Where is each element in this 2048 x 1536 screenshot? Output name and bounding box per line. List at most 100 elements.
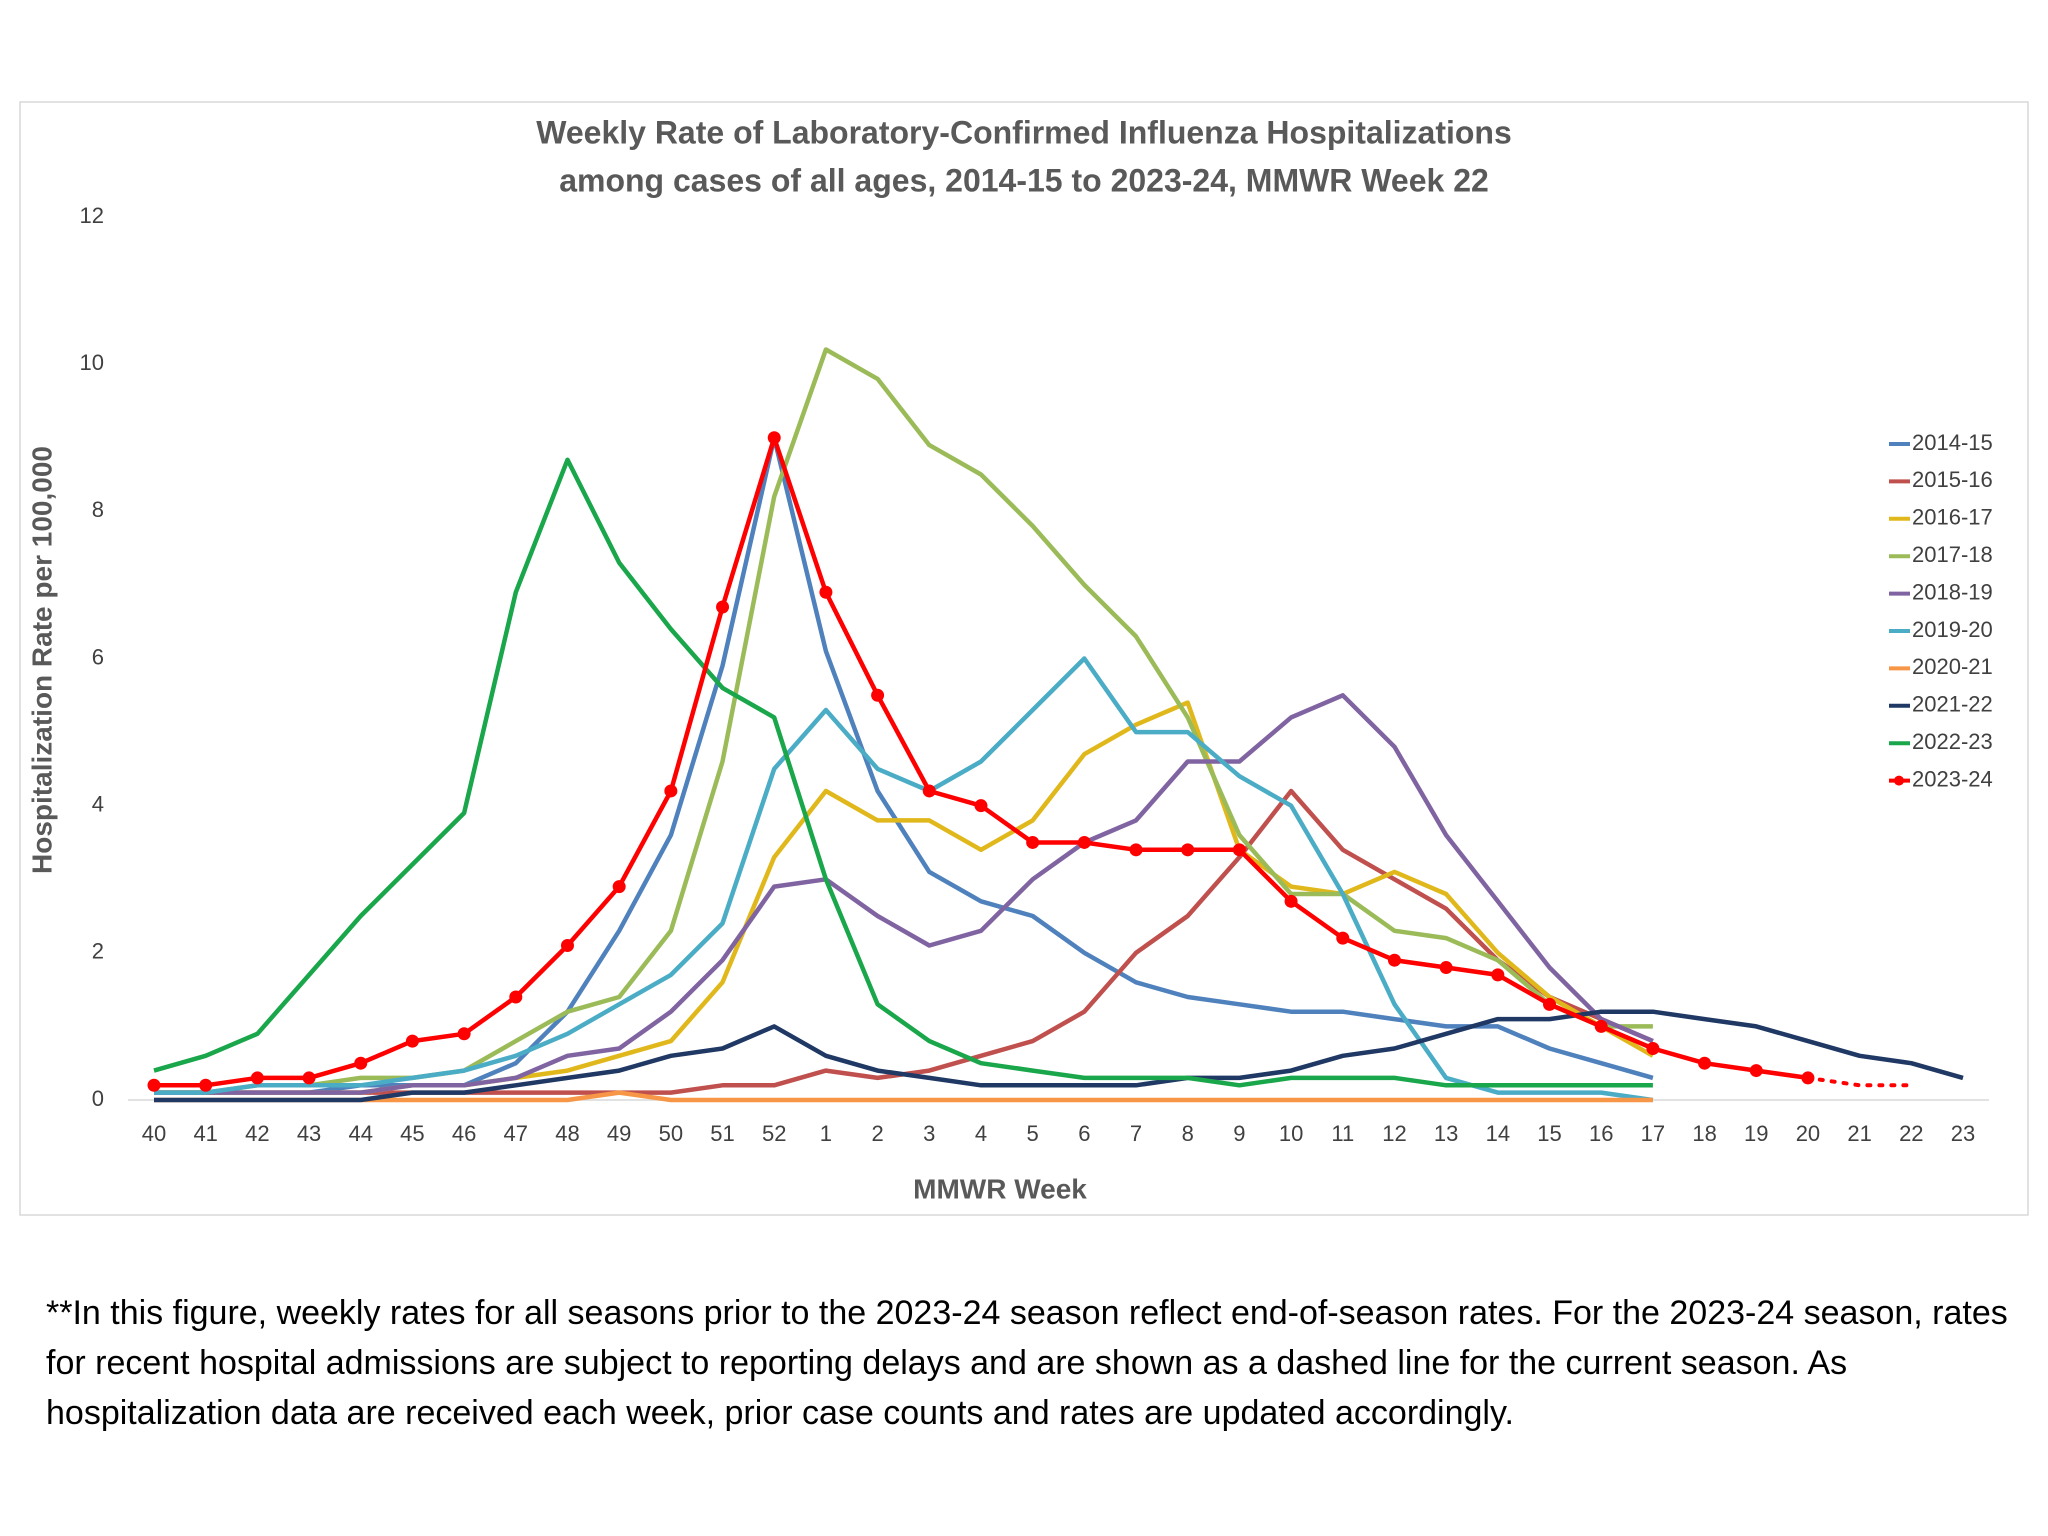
x-tick-label: 17 [1641, 1121, 1665, 1146]
x-tick-label: 40 [142, 1121, 166, 1146]
series-marker [199, 1078, 213, 1092]
legend-label: 2016-17 [1912, 505, 1993, 530]
series-marker [1439, 961, 1453, 975]
series-marker [509, 990, 523, 1004]
x-tick-label: 41 [193, 1121, 217, 1146]
series-marker [1594, 1019, 1608, 1033]
x-tick-label: 9 [1233, 1121, 1245, 1146]
series-marker [1129, 843, 1143, 857]
series-marker [819, 585, 833, 599]
series-marker [1232, 843, 1246, 857]
series-marker [1026, 835, 1040, 849]
x-tick-label: 11 [1331, 1121, 1354, 1146]
chart: Weekly Rate of Laboratory-Confirmed Infl… [19, 101, 2029, 1216]
x-tick-label: 6 [1078, 1121, 1090, 1146]
series-line [154, 656, 1654, 1103]
series-marker [664, 784, 678, 798]
x-tick-label: 15 [1537, 1121, 1561, 1146]
y-tick-label: 2 [92, 939, 104, 964]
series-marker [354, 1056, 368, 1070]
y-tick-label: 4 [92, 791, 104, 816]
y-tick-label: 0 [92, 1086, 104, 1111]
series-marker [716, 600, 730, 614]
series-marker [1387, 953, 1401, 967]
series-marker [1543, 997, 1557, 1011]
x-tick-label: 16 [1589, 1121, 1613, 1146]
x-tick-label: 8 [1182, 1121, 1194, 1146]
y-tick-label: 12 [80, 203, 104, 228]
x-tick-label: 14 [1486, 1121, 1510, 1146]
x-tick-label: 44 [349, 1121, 373, 1146]
series-line [154, 1090, 1653, 1103]
x-tick-label: 48 [555, 1121, 579, 1146]
x-tick-label: 13 [1434, 1121, 1458, 1146]
series-marker [1077, 835, 1091, 849]
series-marker [560, 938, 574, 952]
footnote: **In this figure, weekly rates for all s… [46, 1294, 2008, 1432]
chart-title: Weekly Rate of Laboratory-Confirmed Infl… [536, 114, 1512, 150]
legend-label: 2023-24 [1912, 766, 1993, 791]
series-line [154, 693, 1654, 1095]
x-tick-label: 42 [245, 1121, 269, 1146]
x-tick-label: 1 [820, 1121, 832, 1146]
y-tick-label: 10 [80, 350, 104, 375]
legend-label: 2014-15 [1912, 430, 1993, 455]
series-marker [767, 431, 781, 445]
x-tick-label: 18 [1692, 1121, 1716, 1146]
x-tick-label: 49 [607, 1121, 631, 1146]
legend-label: 2020-21 [1912, 654, 1993, 679]
series-marker [974, 799, 988, 813]
x-tick-label: 10 [1279, 1121, 1303, 1146]
chart-title: among cases of all ages, 2014-15 to 2023… [559, 162, 1489, 198]
series-line [154, 1009, 1964, 1103]
series-marker [1336, 931, 1350, 945]
series-marker [1801, 1071, 1815, 1085]
x-tick-label: 43 [297, 1121, 321, 1146]
legend-marker [1894, 775, 1904, 786]
x-tick-label: 50 [659, 1121, 683, 1146]
legend-label: 2019-20 [1912, 617, 1993, 642]
y-tick-label: 6 [92, 644, 104, 669]
series-line-dashed [1805, 1075, 1914, 1088]
x-tick-label: 19 [1744, 1121, 1768, 1146]
x-tick-label: 2 [871, 1121, 883, 1146]
x-tick-label: 47 [504, 1121, 528, 1146]
x-tick-label: 20 [1796, 1121, 1820, 1146]
series-marker [922, 784, 936, 798]
series-marker [1646, 1041, 1660, 1055]
legend-label: 2022-23 [1912, 729, 1993, 754]
x-tick-label: 7 [1130, 1121, 1142, 1146]
series-marker [147, 1078, 161, 1092]
x-tick-label: 4 [975, 1121, 987, 1146]
series-marker [871, 688, 885, 702]
series-marker [457, 1027, 471, 1041]
series-marker [612, 880, 626, 894]
legend-label: 2018-19 [1912, 579, 1993, 604]
legend-label: 2015-16 [1912, 467, 1993, 492]
series-marker [1284, 894, 1298, 908]
x-tick-label: 52 [762, 1121, 786, 1146]
x-tick-label: 51 [710, 1121, 734, 1146]
series-marker [250, 1071, 264, 1085]
legend-label: 2021-22 [1912, 692, 1993, 717]
series-line [153, 457, 1653, 1088]
x-tick-label: 22 [1899, 1121, 1923, 1146]
x-tick-label: 12 [1382, 1121, 1406, 1146]
x-tick-label: 23 [1951, 1121, 1975, 1146]
x-tick-label: 5 [1027, 1121, 1039, 1146]
series-marker [1181, 843, 1195, 857]
series-marker [1749, 1064, 1763, 1078]
x-tick-label: 3 [923, 1121, 935, 1146]
x-tick-label: 45 [400, 1121, 424, 1146]
legend-label: 2017-18 [1912, 542, 1993, 567]
series-marker [1698, 1056, 1712, 1070]
y-axis-label: Hospitalization Rate per 100,000 [26, 446, 57, 874]
series-marker [1491, 968, 1505, 982]
x-tick-label: 21 [1847, 1121, 1871, 1146]
y-tick-label: 8 [92, 497, 104, 522]
chart-frame [19, 101, 2029, 1216]
series-marker [302, 1071, 316, 1085]
x-axis-label: MMWR Week [913, 1173, 1087, 1204]
series-marker [405, 1034, 419, 1048]
